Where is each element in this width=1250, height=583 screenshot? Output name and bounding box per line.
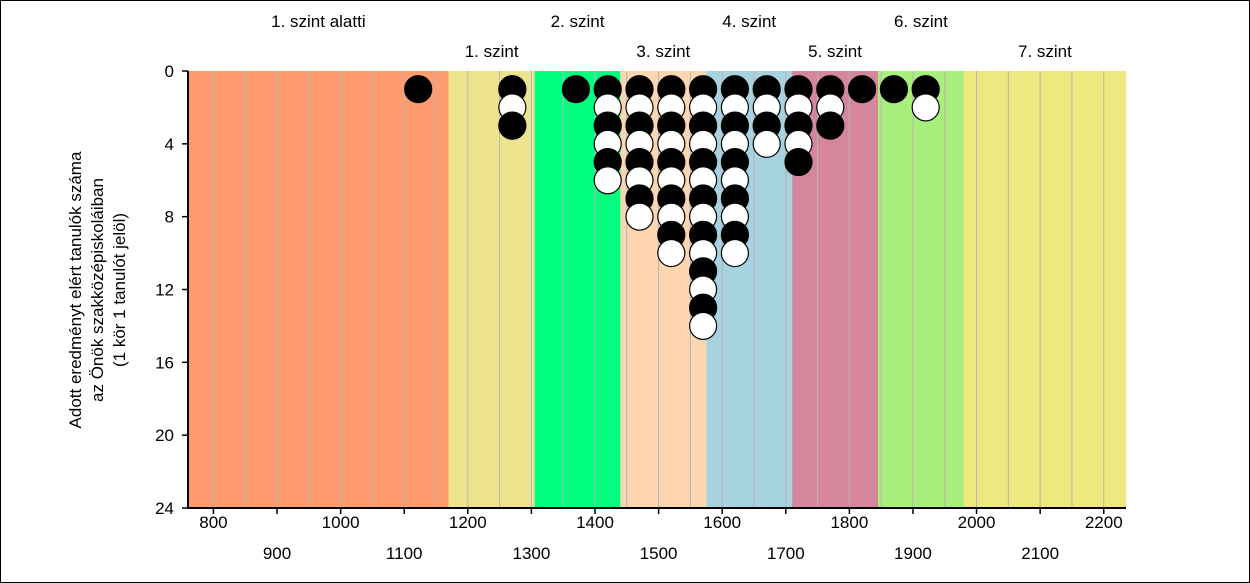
y-tick-label: 20 (155, 426, 174, 445)
level-band (877, 71, 964, 508)
band-label: 6. szint (894, 12, 948, 31)
y-axis-title-line: az Önök szakközépiskoláiban (88, 178, 107, 402)
axes (182, 70, 1126, 514)
student-marker (816, 111, 845, 140)
x-tick-label: 1900 (894, 544, 932, 563)
y-tick-label: 12 (155, 281, 174, 300)
level-band (963, 71, 1126, 508)
band-label: 3. szint (636, 42, 690, 61)
student-marker (593, 166, 622, 195)
tick-labels: 0 4 8 12 16 20 24 800 1000 1200 1400 1600 1800 2000 22… (155, 62, 1123, 563)
student-marker (498, 111, 527, 140)
band-labels: 1. szint alatti 1. szint 2. szint 3. szint 4… (271, 12, 1072, 61)
level-band (448, 71, 535, 508)
y-axis-title-group: Adott eredményt elért tanulók száma az Ön… (66, 151, 129, 428)
x-tick-label: 2000 (958, 513, 996, 532)
y-tick-label: 0 (165, 62, 174, 81)
y-tick-label: 8 (165, 208, 174, 227)
level-band (706, 71, 793, 508)
level-bands (188, 71, 1126, 508)
y-tick-label: 4 (165, 135, 174, 154)
x-tick-label: 1700 (767, 544, 805, 563)
student-markers (404, 75, 940, 341)
student-marker (879, 75, 908, 104)
y-tick-label: 16 (155, 353, 174, 372)
x-tick-label: 1300 (512, 544, 550, 563)
level-band (188, 71, 449, 508)
x-tick-label: 900 (263, 544, 291, 563)
x-tick-label: 2100 (1021, 544, 1059, 563)
band-label: 4. szint (722, 12, 776, 31)
student-marker (720, 238, 750, 268)
band-label: 5. szint (808, 42, 862, 61)
x-tick-label: 1100 (386, 544, 423, 563)
y-axis-title-line: (1 kör 1 tanulót jelöl) (110, 213, 129, 367)
x-tick-label: 1600 (703, 513, 741, 532)
y-tick-label: 24 (155, 499, 174, 518)
y-axis-title-line: Adott eredményt elért tanulók száma (66, 151, 85, 428)
x-tick-label: 1800 (830, 513, 868, 532)
student-marker (625, 202, 654, 231)
x-tick-label: 1000 (322, 513, 360, 532)
band-label: 1. szint alatti (271, 12, 366, 31)
x-tick-label: 800 (199, 513, 227, 532)
x-tick-label: 1500 (640, 544, 678, 563)
x-tick-label: 1200 (449, 513, 487, 532)
student-marker (689, 311, 718, 341)
y-axis-title: Adott eredményt elért tanulók száma az Ön… (66, 151, 129, 428)
student-marker (657, 238, 686, 268)
band-label: 7. szint (1018, 42, 1072, 61)
x-tick-label: 2200 (1085, 513, 1123, 532)
x-tick-label: 1400 (576, 513, 614, 532)
student-marker (784, 147, 813, 177)
student-marker (847, 75, 877, 104)
band-label: 2. szint (551, 12, 605, 31)
student-marker (752, 129, 781, 158)
band-label: 1. szint (465, 42, 519, 61)
student-marker (561, 75, 591, 104)
student-marker (911, 93, 940, 122)
student-marker (404, 75, 433, 104)
